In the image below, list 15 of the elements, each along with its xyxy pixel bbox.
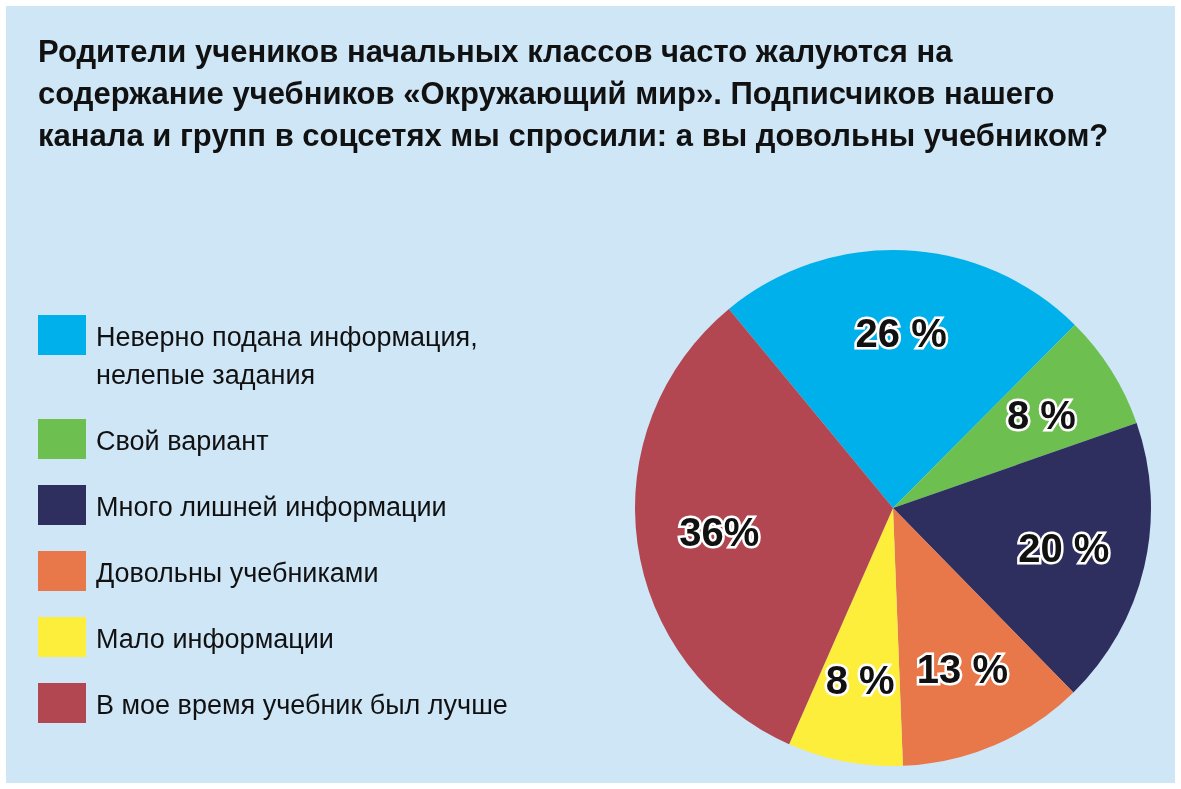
data-label: 8 % — [1006, 392, 1076, 437]
pie-slice — [728, 250, 1075, 508]
legend-label: Мало информации — [96, 624, 334, 654]
legend-label: Довольны учебниками — [96, 558, 379, 588]
data-label: 13 % — [916, 647, 1008, 692]
legend-label: Много лишней информации — [96, 492, 447, 522]
legend-label: В мое время учебник был лучше — [96, 690, 508, 720]
data-label: 26 % — [855, 310, 947, 355]
data-label: 8 % — [825, 658, 895, 703]
legend-label: Свой вариант — [96, 426, 269, 456]
pie-slice — [893, 508, 1074, 766]
legend-label: Неверно подана информация, нелепые задания — [96, 322, 478, 390]
data-label: 36% — [679, 510, 760, 555]
chart-title: Родители учеников начальных классов часто жалуются на содержание учебников «Окружающий мир». Подписчиков нашего канала и групп в соцсетях мы спросили: а вы довольны учебником? — [38, 34, 1109, 153]
data-label: 20 % — [1018, 526, 1110, 571]
